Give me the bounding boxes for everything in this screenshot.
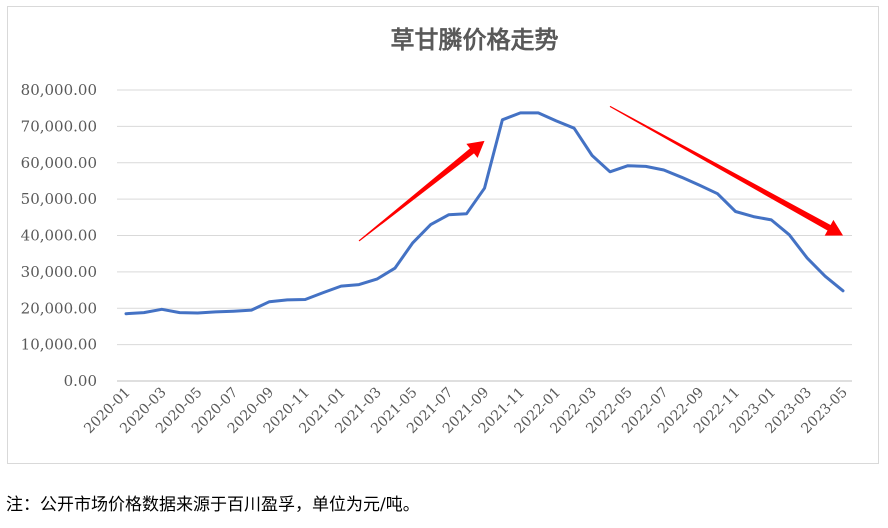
source-note: 注：公开市场价格数据来源于百川盈孚，单位为元/吨。 <box>6 495 420 515</box>
y-tick-label: 80,000.00 <box>21 81 97 99</box>
y-tick-label: 30,000.00 <box>21 263 97 281</box>
y-tick-label: 20,000.00 <box>21 299 97 317</box>
y-tick-label: 40,000.00 <box>21 227 97 245</box>
y-tick-label: 60,000.00 <box>21 154 97 172</box>
price-series-line <box>124 111 845 316</box>
trend-arrow-up <box>358 140 485 242</box>
y-tick-label: 0.00 <box>64 372 97 390</box>
y-tick-label: 10,000.00 <box>21 336 97 354</box>
trend-arrow-down <box>609 105 844 236</box>
y-tick-label: 70,000.00 <box>21 117 97 135</box>
y-tick-label: 50,000.00 <box>21 190 97 208</box>
chart-title: 草甘膦价格走势 <box>391 26 559 54</box>
